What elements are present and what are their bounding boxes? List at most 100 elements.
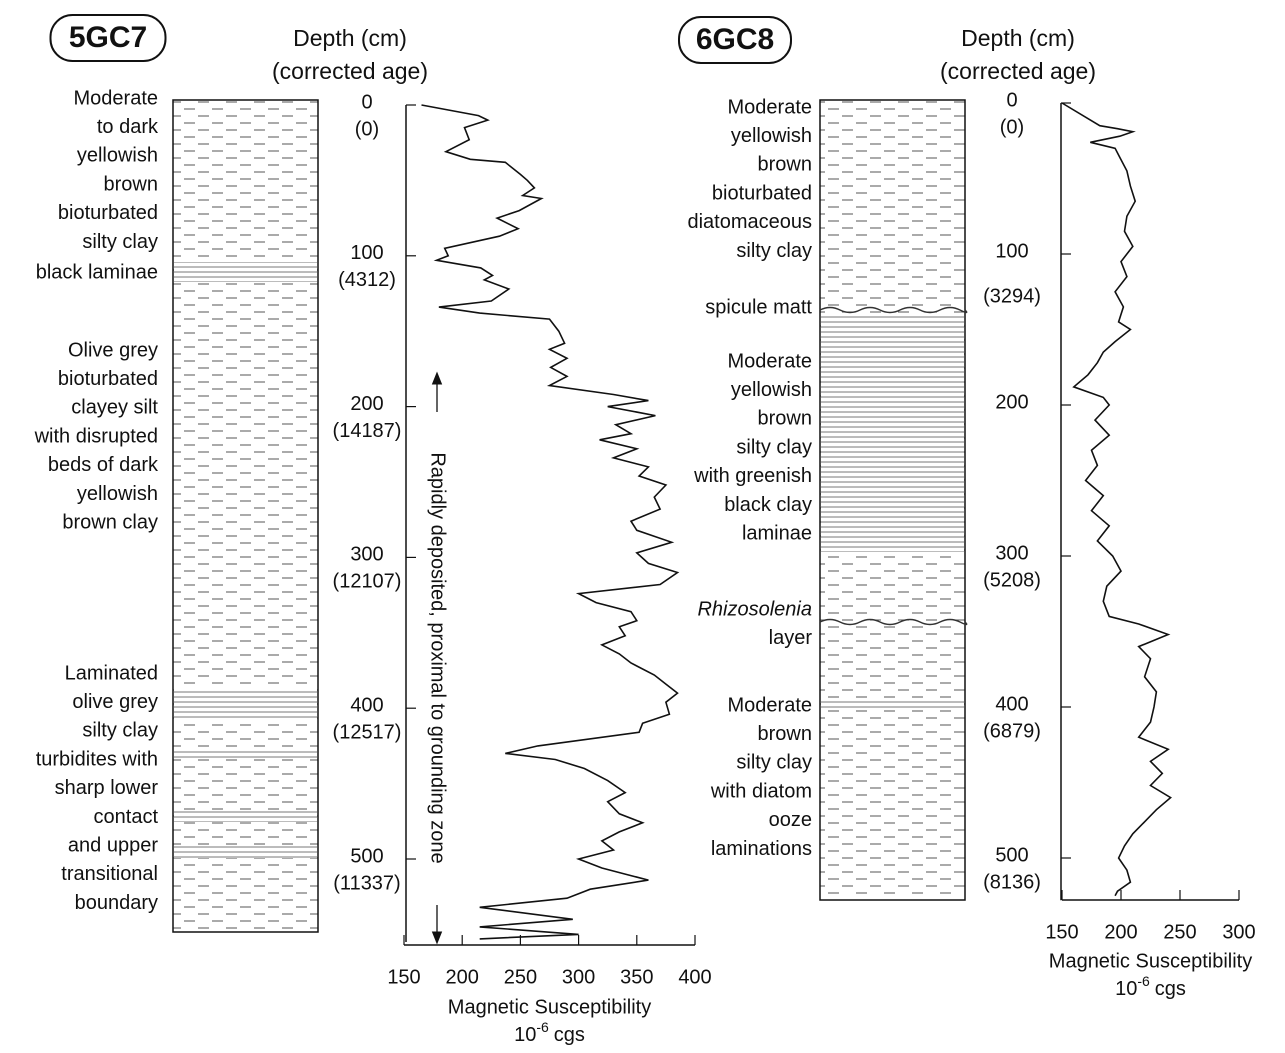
age-label: (0) [355,118,379,140]
y-tick-label: 0 [361,91,372,113]
x-tick-label: 200 [446,966,479,988]
age-label: (5208) [983,569,1041,591]
unit-name: cgs [554,1024,585,1046]
lithology-label: brown clay [62,511,158,533]
x-tick-label: 150 [387,966,420,988]
lithology-label: ooze [769,809,812,831]
annotation: Rapidly deposited, proximal to grounding… [427,452,449,863]
lithology-label: silty clay [736,436,812,458]
lithology-label: transitional [61,863,158,885]
y-tick-label: 100 [995,240,1028,262]
y-axis-label: Depth (cm) [961,25,1075,51]
x-tick-label: 350 [620,966,653,988]
x-tick-label: 300 [562,966,595,988]
lithology-label: Laminated [65,662,158,684]
y-axis-label: (corrected age) [940,58,1096,84]
lithology-label: black laminae [36,261,158,283]
age-label: (6879) [983,720,1041,742]
lithology-label: yellowish [77,483,158,505]
y-axis-label: (corrected age) [272,58,428,84]
lithology-label: silty clay [82,231,158,253]
lithology-label: brown [104,173,158,195]
x-tick-label: 400 [678,966,711,988]
lithology-label: Rhizosolenia [697,598,812,620]
wavy-layer [819,306,968,314]
lithology-label: bioturbated [712,182,812,204]
lithology-label: diatomaceous [687,211,812,233]
lithology-label: Moderate [74,87,159,109]
laminated-interval [174,845,317,858]
lithology-label: with diatom [710,780,812,802]
unit-base: 10 [1115,978,1137,1000]
x-axis-label: Magnetic Susceptibility [448,996,651,1018]
y-tick-label: 400 [350,694,383,716]
y-axis-label: Depth (cm) [293,25,407,51]
x-axis-label: Magnetic Susceptibility [1049,950,1252,972]
lithology-label: bioturbated [58,368,158,390]
lithology-label: spicule matt [705,296,812,318]
y-tick-label: 300 [350,544,383,566]
unit-base: 10 [514,1024,536,1046]
lithology-label: with disrupted [34,425,158,447]
age-label: (12107) [333,571,402,593]
lithology-label: yellowish [731,125,812,147]
age-label: (0) [1000,116,1024,138]
y-tick-label: 400 [995,693,1028,715]
laminated-interval [174,688,317,720]
lithology-label: with greenish [693,465,812,487]
chart-title: 6GC8 [696,23,774,56]
core-column [172,99,319,933]
lithology-label: yellowish [77,145,158,167]
lithology-label: and upper [68,834,158,856]
lithology-label: laminations [711,838,812,860]
laminated-interval [821,316,964,552]
x-axis-unit: 10-6 cgs [514,1019,585,1047]
laminated-interval [174,750,317,758]
age-label: (3294) [983,285,1041,307]
lithology-label: contact [94,806,159,828]
lithology-label: layer [769,627,813,649]
y-tick-label: 500 [350,845,383,867]
title-box [49,14,167,62]
lithology-label: beds of dark [48,454,159,476]
susceptibility-curve [1061,102,1172,897]
y-tick-label: 200 [995,391,1028,413]
lithology-label: brown [758,408,812,430]
lithology-label: laminae [742,522,812,544]
title-box [678,16,792,64]
lithology-label: turbidites with [36,748,158,770]
x-tick-label: 300 [1222,921,1255,943]
laminated-interval [821,698,964,708]
laminated-interval [174,810,317,822]
age-label: (8136) [983,871,1041,893]
lithology-label: Olive grey [68,339,158,361]
laminated-interval [174,262,317,282]
lithology-label: Moderate [728,350,813,372]
wavy-layer [819,618,968,626]
unit-exponent: -6 [1137,973,1150,989]
x-tick-label: 150 [1045,921,1078,943]
x-tick-label: 200 [1104,921,1137,943]
chart-title: 5GC7 [69,21,147,54]
lithology-label: to dark [97,116,159,138]
lithology-label: olive grey [72,691,158,713]
age-label: (12517) [333,721,402,743]
lithology-label: silty clay [736,752,812,774]
unit-name: cgs [1155,978,1186,1000]
y-tick-label: 100 [350,242,383,264]
lithology-label: boundary [75,892,158,914]
lithology-label: black clay [724,494,812,516]
y-tick-label: 0 [1006,89,1017,111]
x-tick-label: 250 [1163,921,1196,943]
lithology-label: Moderate [728,96,813,118]
lithology-label: Moderate [728,694,813,716]
lithology-label: sharp lower [55,777,159,799]
age-label: (14187) [333,420,402,442]
lithology-label: silty clay [736,240,812,262]
x-tick-label: 250 [504,966,537,988]
y-tick-label: 500 [995,844,1028,866]
y-tick-label: 200 [350,393,383,415]
x-axis-unit: 10-6 cgs [1115,973,1186,1001]
unit-exponent: -6 [536,1019,549,1035]
